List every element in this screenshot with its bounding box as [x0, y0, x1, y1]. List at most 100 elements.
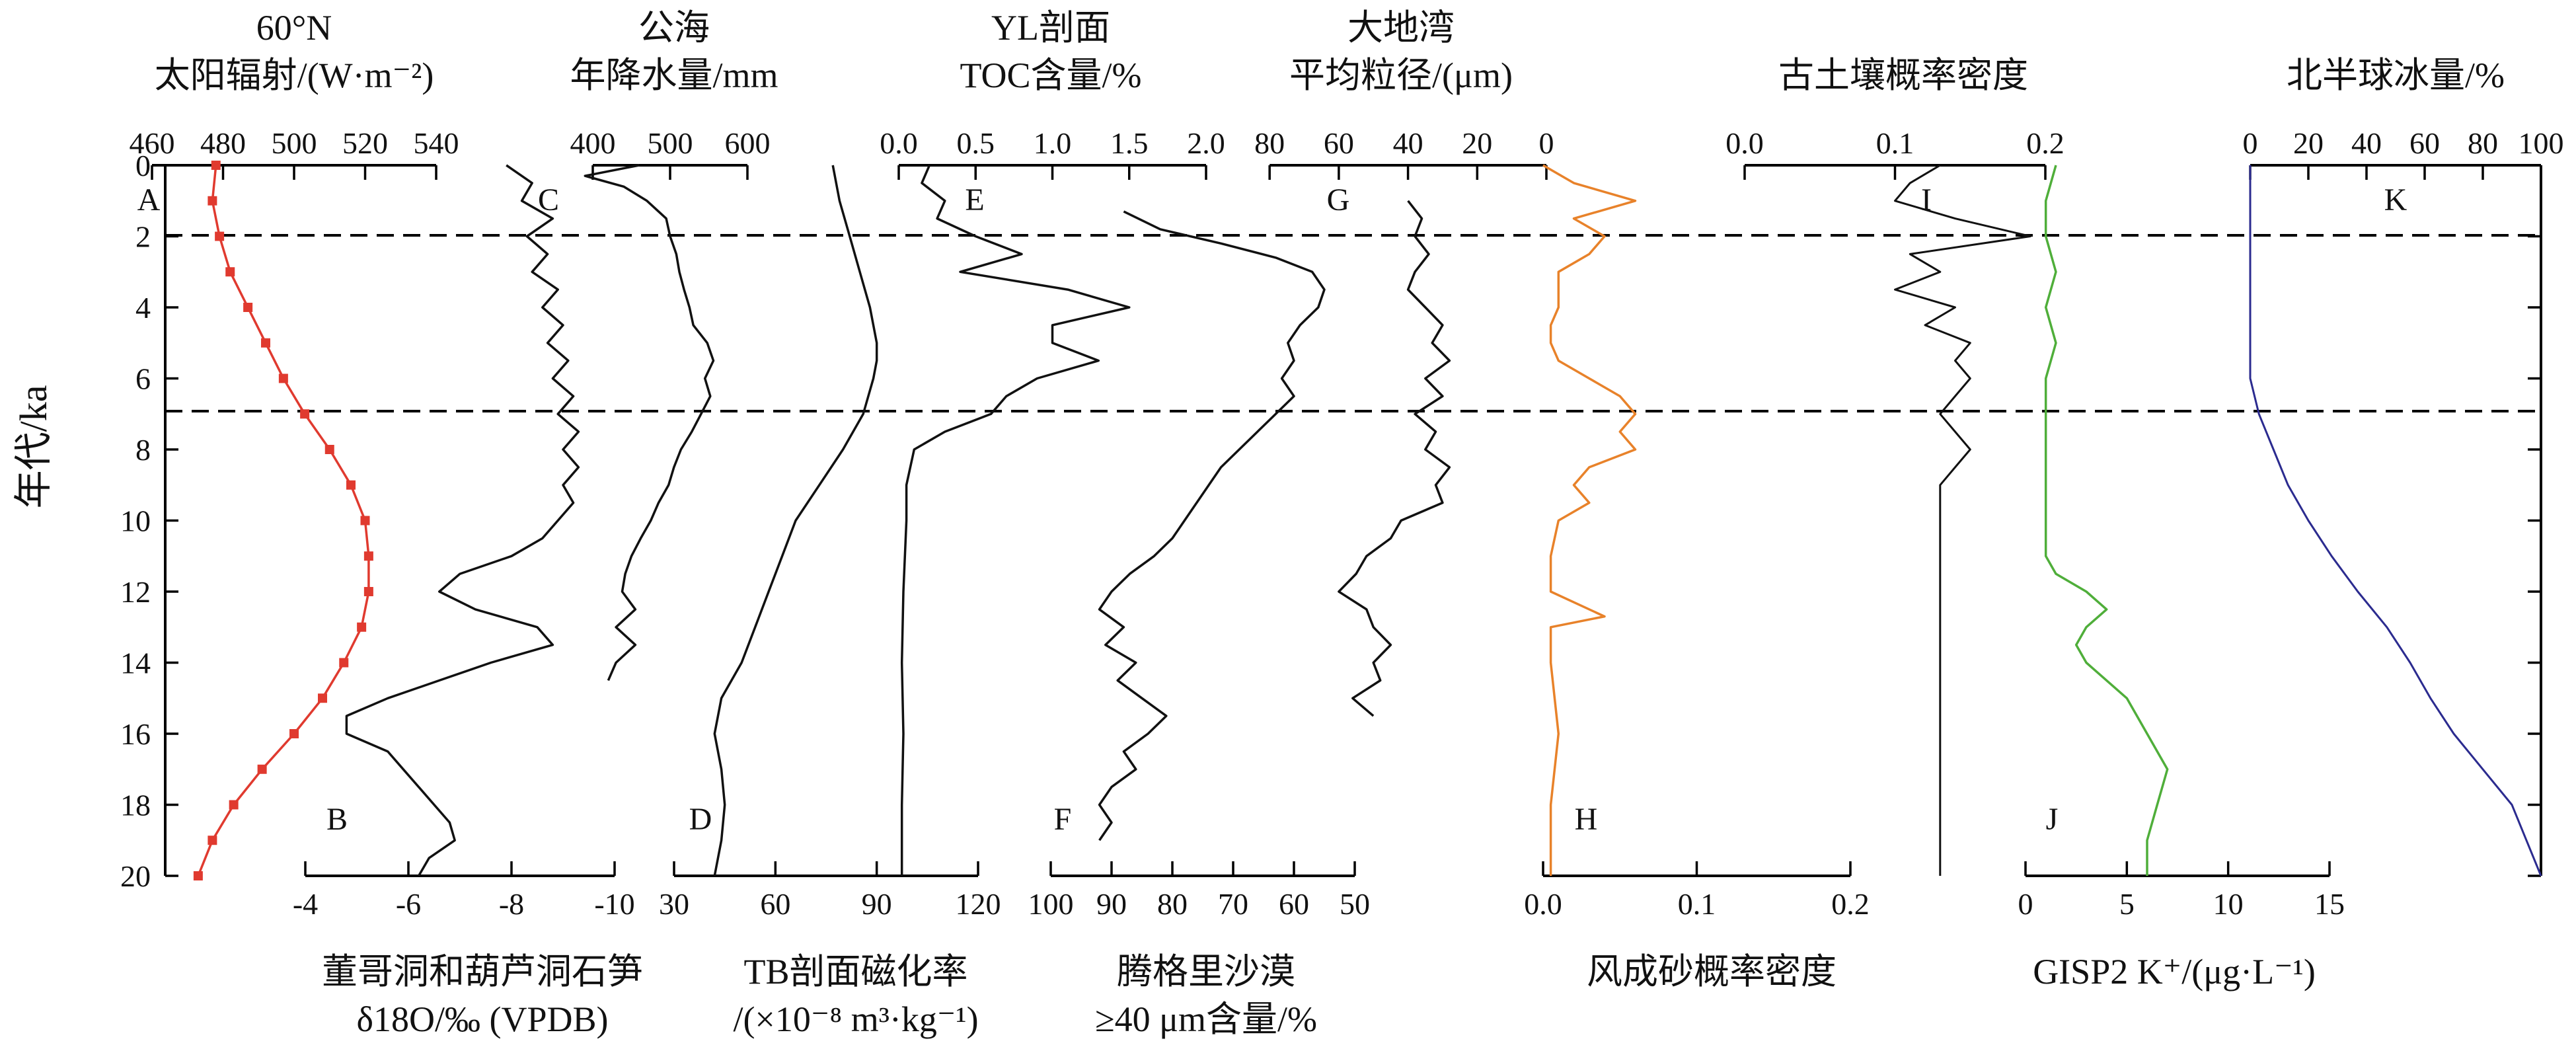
- x-tick-label: 50: [1340, 887, 1370, 921]
- panel-axis-label: 风成砂概率密度: [1587, 952, 1837, 992]
- panel-letter-f: F: [1054, 802, 1072, 837]
- panel-letter-j: J: [2046, 802, 2059, 837]
- series-marker: [208, 196, 217, 206]
- series-line-f: [1098, 210, 1326, 841]
- x-tick-label: 0.2: [2026, 126, 2065, 160]
- series-c: [584, 164, 715, 681]
- x-tick-label: 40: [1393, 126, 1423, 160]
- x-tick-label: 2.0: [1187, 126, 1225, 160]
- series-marker: [318, 693, 327, 703]
- panel-letter-a: A: [137, 182, 161, 217]
- y-tick-label: 6: [135, 362, 151, 396]
- y-tick-label: 2: [135, 220, 151, 254]
- series-e: [900, 165, 1131, 876]
- series-marker: [324, 445, 334, 454]
- series-marker: [363, 587, 373, 596]
- panel-title: 年降水量/mm: [570, 56, 778, 95]
- y-tick-label: 12: [120, 575, 151, 609]
- x-tick-label: 90: [1096, 887, 1127, 921]
- y-tick-label: 16: [120, 717, 151, 751]
- panel-title: 太阳辐射/(W·m⁻²): [155, 56, 434, 95]
- series-i: [1894, 164, 2031, 876]
- series-line-g: [1338, 200, 1451, 717]
- x-tick-label: 0.5: [957, 126, 995, 160]
- panel-letter-e: E: [965, 182, 984, 217]
- x-tick-label: 100: [2519, 126, 2564, 160]
- x-tick-label: 5: [2119, 887, 2135, 921]
- x-tick-label: 120: [956, 887, 1001, 921]
- series-a: [193, 161, 373, 880]
- x-tick-label: 460: [130, 126, 175, 160]
- series-k: [2249, 165, 2542, 876]
- panel-axis-label: ≥40 μm含量/%: [1095, 999, 1317, 1039]
- x-tick-label: 60: [1324, 126, 1354, 160]
- series-marker: [278, 373, 288, 383]
- x-tick-label: 0.1: [1678, 887, 1716, 921]
- panel-axis-label: GISP2 K⁺/(μg·L⁻¹): [2033, 952, 2316, 992]
- panel-title: 平均粒径/(μm): [1289, 56, 1513, 95]
- panel-title: 公海: [638, 8, 710, 48]
- series-marker: [225, 267, 235, 277]
- series-marker: [360, 516, 370, 526]
- x-tick-label: 0.0: [1725, 126, 1764, 160]
- x-tick-label: 60: [760, 887, 790, 921]
- series-line-i: [1894, 164, 2031, 876]
- panel-title: TOC含量/%: [960, 56, 1141, 95]
- x-tick-label: 60: [2409, 126, 2440, 160]
- x-tick-label: 500: [272, 126, 317, 160]
- panel-title: 北半球冰量/%: [2287, 56, 2505, 95]
- y-tick-label: 4: [135, 291, 151, 325]
- x-tick-label: 20: [1462, 126, 1492, 160]
- x-tick-label: 40: [2351, 126, 2382, 160]
- x-tick-label: 60: [1279, 887, 1309, 921]
- panel-axis-label: /(×10⁻⁸ m³·kg⁻¹): [733, 999, 978, 1039]
- series-line-d: [713, 165, 878, 876]
- panel-title: YL剖面: [991, 8, 1110, 48]
- series-marker: [208, 836, 217, 845]
- x-tick-label: 0.1: [1876, 126, 1914, 160]
- x-tick-label: 70: [1218, 887, 1248, 921]
- x-tick-label: -10: [594, 887, 634, 921]
- x-tick-label: 1.0: [1034, 126, 1072, 160]
- x-tick-label: 520: [342, 126, 388, 160]
- x-tick-label: 10: [2213, 887, 2244, 921]
- x-tick-label: 1.5: [1110, 126, 1149, 160]
- panel-d-axis: 30 60 90 120 TB剖面磁化率 /(×10⁻⁸ m³·kg⁻¹): [659, 861, 1001, 1039]
- x-tick-label: 0.2: [1831, 887, 1870, 921]
- series-g: [1338, 200, 1451, 717]
- panel-letter-i: I: [1921, 182, 1932, 217]
- series-line-h: [1542, 164, 1637, 876]
- x-tick-label: 400: [570, 126, 616, 160]
- panel-letter-h: H: [1575, 802, 1598, 837]
- panel-letter-c: C: [538, 182, 559, 217]
- x-tick-label: 0: [2018, 887, 2033, 921]
- x-tick-label: 500: [648, 126, 693, 160]
- x-tick-label: 30: [659, 887, 689, 921]
- series-line-b: [345, 164, 580, 876]
- panel-axis-label: TB剖面磁化率: [743, 952, 967, 992]
- series-marker: [346, 480, 356, 490]
- panel-title: 60°N: [256, 8, 332, 48]
- y-tick-label: 0: [135, 149, 151, 182]
- y-tick-label: 10: [120, 504, 151, 538]
- x-tick-label: 80: [1157, 887, 1188, 921]
- x-tick-label: 80: [1254, 126, 1285, 160]
- series-marker: [261, 338, 270, 348]
- x-tick-label: 80: [2468, 126, 2498, 160]
- series-line-c: [584, 164, 715, 681]
- panel-axis-label: 董哥洞和葫芦洞石笋: [322, 952, 643, 992]
- x-tick-label: 600: [725, 126, 771, 160]
- series-marker: [215, 231, 225, 241]
- panel-f-axis: 100 90 80 70 60 50 腾格里沙漠 ≥40 μm含量/%: [1028, 861, 1370, 1039]
- y-tick-label: 18: [120, 789, 151, 822]
- panel-letter-g: G: [1327, 182, 1350, 217]
- x-tick-label: 100: [1028, 887, 1074, 921]
- x-tick-label: 0: [1539, 126, 1554, 160]
- x-tick-label: 90: [862, 887, 892, 921]
- panel-k-axis: 0 20 40 60 80 100 北半球冰量/%: [2243, 56, 2564, 180]
- series-j: [2044, 165, 2169, 876]
- y-tick-label: 8: [135, 433, 151, 467]
- panel-h-axis: 0.0 0.1 0.2 风成砂概率密度: [1524, 861, 1870, 992]
